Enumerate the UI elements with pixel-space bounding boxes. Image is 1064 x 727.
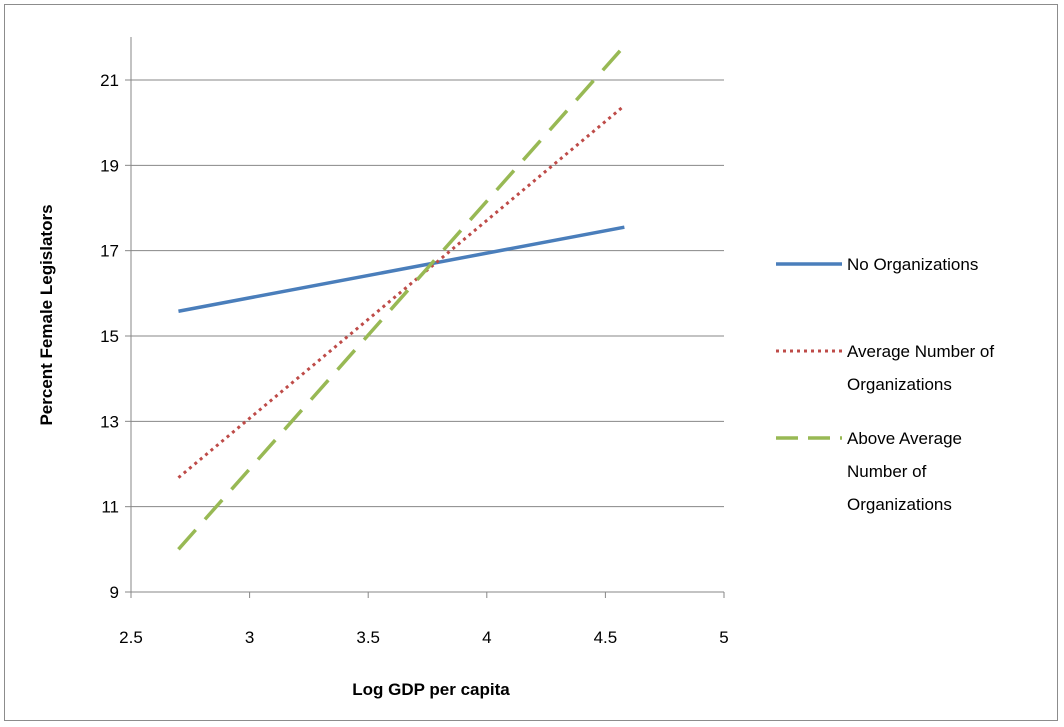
legend-label: Organizations: [847, 375, 952, 394]
tick-labels: 9 11 13 15 17 19 21 2.5 3 3.5 4 4.5 5: [100, 71, 729, 647]
x-tick-label: 3.5: [356, 628, 380, 647]
legend-label: Organizations: [847, 495, 952, 514]
x-tick-label: 4: [482, 628, 491, 647]
legend-label: Average Number of: [847, 342, 994, 361]
y-tick-label: 19: [100, 156, 119, 175]
series-line-3: [177, 44, 626, 551]
x-tick-label: 2.5: [119, 628, 143, 647]
series-line-2: [177, 104, 626, 479]
series-lines: [177, 44, 626, 551]
y-tick-label: 15: [100, 327, 119, 346]
x-tick-label: 5: [719, 628, 728, 647]
y-tick-label: 9: [110, 583, 119, 602]
y-tick-label: 17: [100, 242, 119, 261]
chart-frame: [4, 4, 1058, 721]
x-tick-label: 3: [245, 628, 254, 647]
y-axis-title: Percent Female Legislators: [37, 204, 56, 425]
y-tick-label: 11: [101, 498, 119, 517]
legend-label: Above Average: [847, 429, 962, 448]
legend-label: Number of: [847, 462, 927, 481]
legend-label: No Organizations: [847, 255, 978, 274]
x-tick-label: 4.5: [594, 628, 618, 647]
gridlines: [131, 79, 724, 508]
legend: No Organizations Average Number of Organiz…: [776, 255, 994, 514]
y-tick-label: 21: [100, 71, 119, 90]
series-line-1: [178, 225, 625, 313]
x-axis-title: Log GDP per capita: [352, 680, 510, 699]
axes: [125, 37, 725, 598]
y-tick-label: 13: [100, 412, 119, 431]
